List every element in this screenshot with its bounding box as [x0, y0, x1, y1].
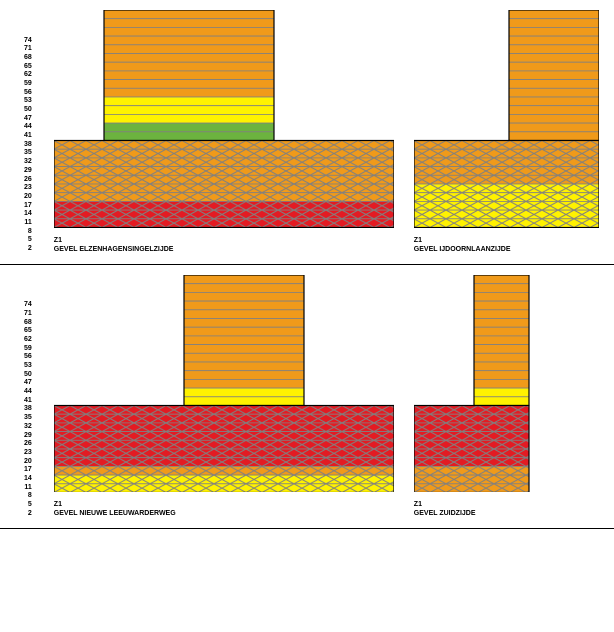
scale-tick: 32 — [24, 423, 32, 432]
scale-tick: 62 — [24, 336, 32, 345]
scale-tick: 71 — [24, 310, 32, 319]
scale-tick: 62 — [24, 71, 32, 80]
facade-label: GEVEL NIEUWE LEEUWARDERWEG — [54, 509, 394, 518]
scale-tick: 44 — [24, 388, 32, 397]
scale-tick: 41 — [24, 397, 32, 406]
scale-tick: 35 — [24, 149, 32, 158]
facade-label: GEVEL ZUIDZIJDE — [414, 509, 599, 518]
facade-code: Z1 — [414, 500, 599, 509]
facade-code: Z1 — [414, 236, 599, 245]
panel-top: 7471686562595653504744413835322926232017… — [0, 0, 614, 265]
facade-caption: Z1GEVEL ELZENHAGENSINGELZIJDE — [54, 236, 394, 254]
scale-tick: 20 — [24, 193, 32, 202]
scale-tick: 71 — [24, 45, 32, 54]
scale-tick: 38 — [24, 141, 32, 150]
scale-tick: 14 — [24, 475, 32, 484]
scale-tick: 2 — [24, 510, 32, 519]
facade-group: Z1GEVEL IJDOORNLAANZIJDE — [414, 10, 599, 254]
scale-tick: 50 — [24, 106, 32, 115]
scale-tick: 44 — [24, 123, 32, 132]
facade-code: Z1 — [54, 236, 394, 245]
scale-tick: 68 — [24, 54, 32, 63]
scale-tick: 53 — [24, 97, 32, 106]
scale-left: 7471686562595653504744413835322926232017… — [24, 10, 34, 254]
facade-caption: Z1GEVEL IJDOORNLAANZIJDE — [414, 236, 599, 254]
scale-tick: 8 — [24, 492, 32, 501]
drawings-row: Z1GEVEL ELZENHAGENSINGELZIJDEZ1GEVEL IJD… — [54, 10, 599, 254]
scale-tick: 8 — [24, 228, 32, 237]
facade-group: Z1GEVEL ZUIDZIJDE — [414, 275, 599, 519]
facade-label: GEVEL IJDOORNLAANZIJDE — [414, 245, 599, 254]
scale-tick: 11 — [24, 484, 32, 493]
facade-caption: Z1GEVEL NIEUWE LEEUWARDERWEG — [54, 500, 394, 518]
scale-tick: 56 — [24, 89, 32, 98]
scale-tick: 41 — [24, 132, 32, 141]
scale-tick: 29 — [24, 432, 32, 441]
facade-diagram — [54, 10, 394, 228]
scale-left: 7471686562595653504744413835322926232017… — [24, 275, 34, 519]
scale-tick: 68 — [24, 319, 32, 328]
scale-tick: 74 — [24, 301, 32, 310]
facade-group: Z1GEVEL NIEUWE LEEUWARDERWEG — [54, 275, 394, 519]
facade-group: Z1GEVEL ELZENHAGENSINGELZIJDE — [54, 10, 394, 254]
scale-tick: 47 — [24, 115, 32, 124]
scale-tick: 17 — [24, 202, 32, 211]
scale-tick: 11 — [24, 219, 32, 228]
scale-tick: 59 — [24, 80, 32, 89]
scale-tick: 14 — [24, 210, 32, 219]
scale-tick: 65 — [24, 327, 32, 336]
facade-caption: Z1GEVEL ZUIDZIJDE — [414, 500, 599, 518]
scale-tick: 38 — [24, 405, 32, 414]
drawings-row: Z1GEVEL NIEUWE LEEUWARDERWEGZ1GEVEL ZUID… — [54, 275, 599, 519]
scale-tick: 20 — [24, 458, 32, 467]
scale-tick: 26 — [24, 440, 32, 449]
scale-tick: 32 — [24, 158, 32, 167]
scale-tick: 2 — [24, 245, 32, 254]
panel-bottom: 7471686562595653504744413835322926232017… — [0, 265, 614, 530]
scale-tick: 26 — [24, 176, 32, 185]
scale-tick: 74 — [24, 37, 32, 46]
scale-tick: 23 — [24, 184, 32, 193]
scale-tick: 23 — [24, 449, 32, 458]
facade-diagram — [414, 275, 599, 493]
scale-tick: 17 — [24, 466, 32, 475]
scale-tick: 59 — [24, 345, 32, 354]
facade-diagram — [414, 10, 599, 228]
scale-tick: 5 — [24, 501, 32, 510]
scale-tick: 56 — [24, 353, 32, 362]
scale-tick: 5 — [24, 236, 32, 245]
facade-diagram — [54, 275, 394, 493]
scale-tick: 47 — [24, 379, 32, 388]
scale-tick: 29 — [24, 167, 32, 176]
scale-tick: 50 — [24, 371, 32, 380]
facade-label: GEVEL ELZENHAGENSINGELZIJDE — [54, 245, 394, 254]
facade-code: Z1 — [54, 500, 394, 509]
scale-tick: 53 — [24, 362, 32, 371]
scale-tick: 35 — [24, 414, 32, 423]
scale-tick: 65 — [24, 63, 32, 72]
